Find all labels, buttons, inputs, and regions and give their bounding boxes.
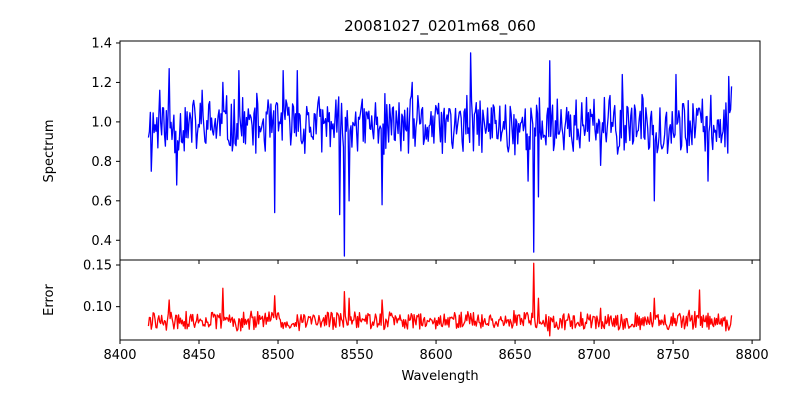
x-tick-label: 8750: [657, 348, 690, 363]
y-tick-label: 0.4: [91, 234, 112, 249]
y-tick-label: 0.6: [91, 194, 112, 209]
error-line-layer: [147, 262, 733, 337]
x-axis-label: Wavelength: [401, 369, 478, 384]
y-tick-label: 0.8: [91, 155, 112, 170]
spectrum-y-axis-label: Spectrum: [42, 120, 57, 183]
error-series-line: [147, 262, 733, 337]
x-tick-label: 8550: [340, 348, 373, 363]
y-tick-label: 1.2: [91, 76, 112, 91]
spectrum-y-axis: 0.4 0.6 0.8 1.0 1.2 1.4: [91, 36, 120, 249]
x-tick-label: 8400: [103, 348, 136, 363]
y-tick-label: 1.0: [91, 115, 112, 130]
error-axes-frame: [119, 259, 761, 341]
chart-title: 20081027_0201m68_060: [344, 17, 536, 36]
y-tick-label: 0.15: [83, 259, 112, 274]
y-tick-label: 0.10: [83, 300, 112, 315]
x-tick-label: 8650: [499, 348, 532, 363]
x-tick-label: 8800: [736, 348, 769, 363]
y-tick-label: 1.4: [91, 36, 112, 51]
x-tick-label: 8600: [420, 348, 453, 363]
error-x-axis: 8400 8450 8500 8550 8600 8650 8700 8750 8800: [103, 340, 769, 363]
error-y-axis-label: Error: [42, 284, 57, 316]
x-tick-label: 8700: [578, 348, 611, 363]
error-y-axis: 0.10 0.15: [83, 259, 120, 315]
x-tick-label: 8500: [261, 348, 294, 363]
x-tick-label: 8450: [182, 348, 215, 363]
error-panel: 0.10 0.15 8400 8450 8500 8550 8600 8650 8700 875…: [42, 259, 769, 385]
spectrum-line-layer: [147, 52, 733, 257]
spectrum-series-line: [147, 52, 733, 257]
